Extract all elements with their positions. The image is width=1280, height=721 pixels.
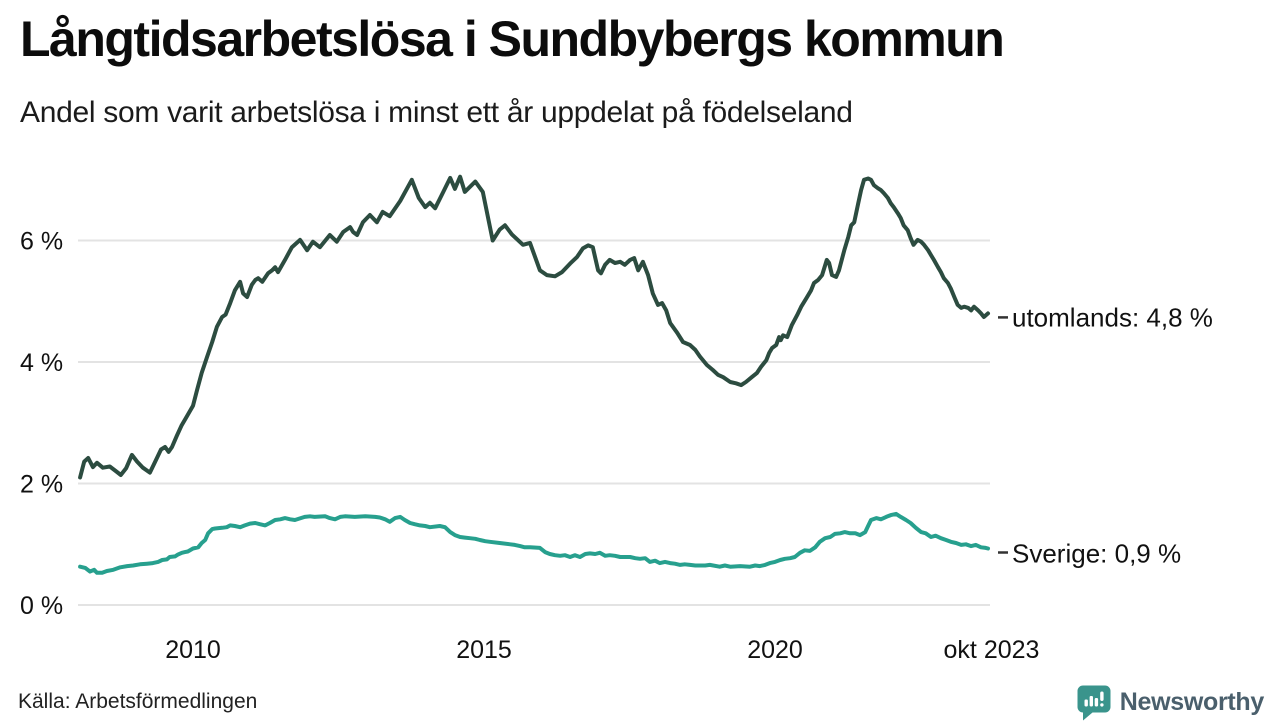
brand-name: Newsworthy [1119,688,1265,716]
y-axis-tick-label: 6 % [20,228,63,256]
brand-logo-lockup: Newsworthy [1076,684,1264,721]
y-axis-tick-label: 2 % [20,471,63,499]
chart-subtitle: Andel som varit arbetslösa i minst ett å… [20,96,853,129]
series-line-utomlands [78,174,990,480]
newsworthy-bubble-chart-icon [1076,684,1112,721]
source-note: Källa: Arbetsförmedlingen [18,690,258,713]
y-axis-tick-label: 4 % [20,349,63,377]
x-axis-tick-label: okt 2023 [944,636,1040,664]
series-line-sverige [78,511,990,575]
y-axis-tick-label: 0 % [20,592,63,620]
x-axis-tick-label: 2020 [747,636,803,664]
x-axis-tick-label: 2015 [456,636,512,664]
series-end-label-utomlands: utomlands: 4,8 % [1012,302,1213,333]
page-title: Långtidsarbetslösa i Sundbybergs kommun [20,11,1005,67]
x-axis-tick-label: 2010 [165,636,221,664]
series-end-label-sverige: Sverige: 0,9 % [1012,538,1182,569]
